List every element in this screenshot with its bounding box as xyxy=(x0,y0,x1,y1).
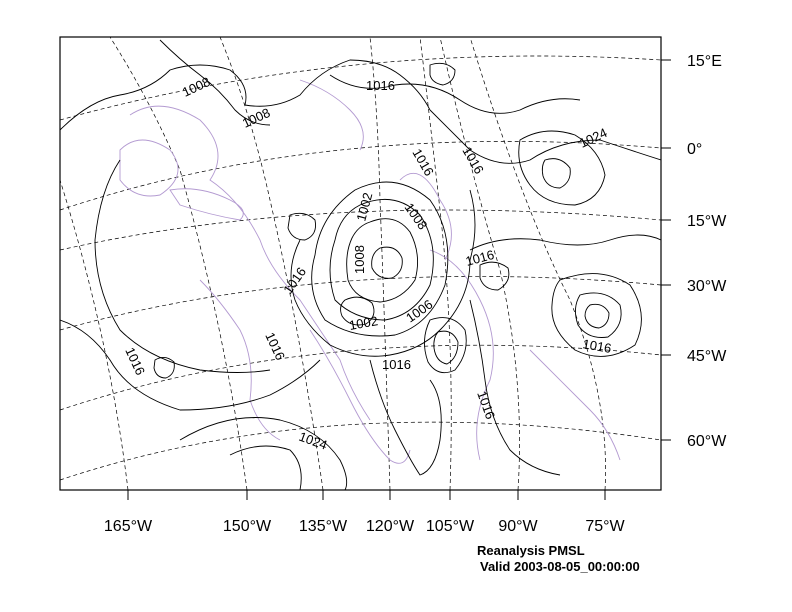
contour-label: 1016 xyxy=(459,144,486,177)
contour-label: 1016 xyxy=(382,357,411,372)
contour-label: 1016 xyxy=(366,78,395,93)
lon-label-75w: 75°W xyxy=(585,518,625,535)
meridian-165w xyxy=(60,179,129,490)
coast-south-america xyxy=(429,249,494,461)
isobar-1016-central xyxy=(290,189,476,357)
lat-label-15w: 15°W xyxy=(687,213,727,230)
parallel-30w xyxy=(60,276,661,331)
parallel-15w xyxy=(60,209,661,251)
isobar-high-east-core xyxy=(584,303,610,329)
isobar-high-east-outer xyxy=(551,273,642,357)
isobar-1016-southeast xyxy=(469,299,561,476)
meridian-75w xyxy=(469,37,606,490)
lon-label-90w: 90°W xyxy=(498,518,538,535)
caption-title: Reanalysis PMSL xyxy=(477,543,585,558)
lat-label-0: 0° xyxy=(687,141,702,158)
caption-valid-time: Valid 2003-08-05_00:00:00 xyxy=(480,559,640,574)
parallel-45w xyxy=(60,344,661,411)
isobar-1016-southwest xyxy=(60,319,321,411)
coastlines xyxy=(119,79,621,464)
coast-europe xyxy=(199,279,281,441)
right-axis xyxy=(661,59,671,441)
contour-label: 1008 xyxy=(352,245,367,274)
lat-label-45w: 45°W xyxy=(687,348,727,365)
isobar-low-mid xyxy=(329,198,434,321)
lat-label-60w: 60°W xyxy=(687,433,727,450)
contour-label: 1002 xyxy=(348,313,379,333)
isobar-1024-northeast xyxy=(518,130,606,206)
isobar-small-4 xyxy=(429,62,456,86)
isobar-contours xyxy=(60,39,661,490)
meridian-150w xyxy=(109,37,248,490)
coast-east xyxy=(529,349,621,461)
isobar-1016-west xyxy=(94,159,271,373)
isobar-high-east-inner xyxy=(575,292,622,338)
contour-label: 1016 xyxy=(581,336,612,356)
coast-north-america xyxy=(129,105,371,421)
coast-africa xyxy=(309,329,411,464)
coast-northwest xyxy=(299,79,364,151)
contour-label: 1008 xyxy=(180,74,213,100)
isobar-secondary-low xyxy=(340,296,375,326)
contour-label: 1008 xyxy=(240,105,273,131)
lon-label-120w: 120°W xyxy=(366,518,415,535)
plot-frame xyxy=(59,36,662,491)
contour-label: 1016 xyxy=(280,264,309,296)
isobar-1024-northeast-inner xyxy=(541,158,571,189)
meridian-90w xyxy=(439,37,520,490)
isobar-1008-nw xyxy=(159,39,271,126)
isobar-small-1 xyxy=(479,261,510,291)
graticule xyxy=(60,37,661,490)
isobar-1024-south-inner xyxy=(229,445,302,490)
isobar-1016-south-central xyxy=(369,359,442,476)
parallel-15e xyxy=(60,55,661,121)
contour-label: 1016 xyxy=(464,247,496,269)
lat-label-30w: 30°W xyxy=(687,278,727,295)
lon-label-135w: 135°W xyxy=(299,518,348,535)
isobar-outer-northwest xyxy=(60,59,431,131)
lon-label-150w: 150°W xyxy=(223,518,272,535)
isobar-low-south-inner xyxy=(433,330,459,365)
parallel-0 xyxy=(60,141,661,211)
lat-label-15e: 15°E xyxy=(687,53,722,70)
isobar-small-3 xyxy=(287,212,316,241)
contour-label: 1006 xyxy=(403,297,435,326)
isobar-1016-east-top xyxy=(429,109,661,164)
contour-labels: 1008 1008 1016 1016 1016 1024 1002 1008 … xyxy=(122,74,612,453)
bottom-axis xyxy=(127,490,606,500)
isobar-1016-east-mid xyxy=(469,234,661,251)
meridian-105w xyxy=(419,37,452,490)
lon-label-105w: 105°W xyxy=(426,518,475,535)
isobar-1024-south xyxy=(179,417,348,490)
meridian-135w xyxy=(219,37,324,490)
isobar-small-2 xyxy=(153,357,175,379)
coast-arctic-islands xyxy=(169,188,244,221)
meridian-120w xyxy=(369,37,391,490)
lon-label-165w: 165°W xyxy=(104,518,153,535)
isobar-low-outer xyxy=(311,181,449,337)
isobar-low-core xyxy=(371,246,403,279)
isobar-low-south xyxy=(424,317,467,374)
coast-greenland xyxy=(119,139,179,197)
contour-label: 1024 xyxy=(297,429,329,453)
isobar-1016-top xyxy=(329,74,581,114)
contour-label: 1016 xyxy=(262,330,288,363)
contour-label: 1016 xyxy=(122,345,148,378)
coast-central xyxy=(399,172,452,261)
contour-label: 1024 xyxy=(577,125,610,151)
isobar-low-inner xyxy=(346,218,419,303)
contour-label: 1002 xyxy=(353,191,375,223)
parallel-60w xyxy=(60,421,661,481)
right-axis-labels: 15°E 0° 15°W 30°W 45°W 60°W xyxy=(687,53,727,450)
bottom-axis-labels: 165°W 150°W 135°W 120°W 105°W 90°W 75°W xyxy=(104,518,626,535)
